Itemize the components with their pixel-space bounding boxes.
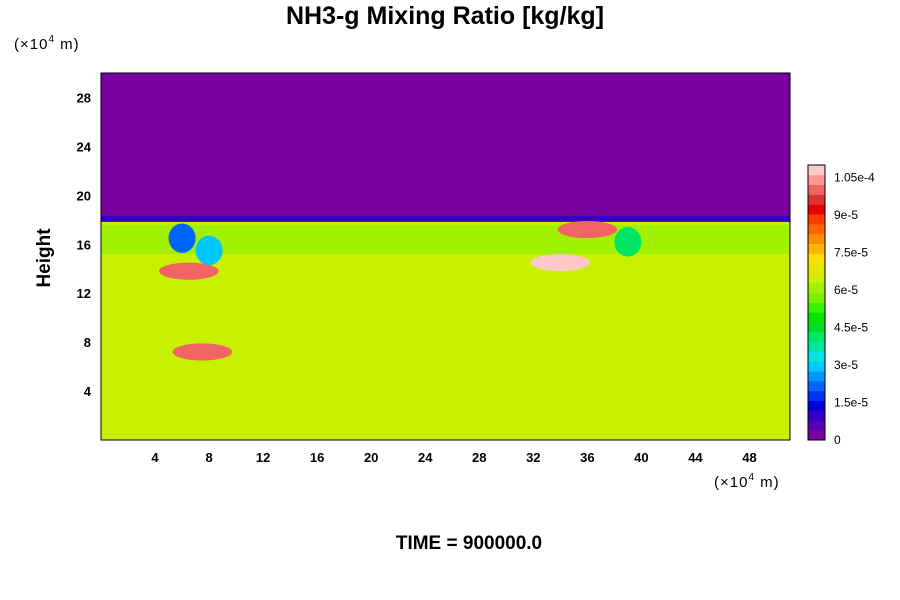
- colorbar-swatch: [808, 351, 825, 362]
- x-axis-ticks: 4 8 12 16 20 24 28 32 36 40 44 48: [151, 450, 756, 465]
- y-axis-title: Height: [34, 228, 55, 288]
- colorbar-swatch: [808, 430, 825, 441]
- colorbar-swatch: [808, 174, 825, 186]
- x-axis-unit: (×104 m): [714, 472, 780, 491]
- colorbar-tick-label: 4.5e-5: [834, 321, 868, 335]
- colorbar: 0 1.5e-5 3e-5 4.5e-5 6e-5 7.5e-5 9e-5 1.05e-4: [807, 164, 875, 447]
- colorbar-swatch: [808, 390, 825, 402]
- colorbar-swatch: [808, 194, 825, 205]
- x-tick-label: 48: [742, 450, 756, 465]
- colorbar-swatch: [808, 273, 825, 284]
- high-patch: [557, 221, 618, 239]
- colorbar-swatch: [808, 263, 825, 274]
- x-tick-label: 44: [688, 450, 703, 465]
- colorbar-swatch: [808, 361, 825, 372]
- x-tick-label: 36: [580, 450, 594, 465]
- low-patch: [614, 227, 642, 257]
- x-tick-label: 4: [151, 450, 159, 465]
- boundary-strip: [101, 215, 790, 222]
- x-tick-label: 12: [256, 450, 270, 465]
- colorbar-swatch: [808, 312, 825, 323]
- colorbar-swatch: [808, 371, 825, 382]
- y-axis-unit: (×104 m): [14, 34, 80, 53]
- colorbar-swatch: [808, 282, 825, 294]
- colorbar-tick-label: 7.5e-5: [834, 246, 868, 260]
- colorbar-swatch: [808, 204, 825, 215]
- x-tick-label: 16: [310, 450, 324, 465]
- high-patch: [172, 343, 233, 361]
- y-tick-label: 24: [77, 139, 92, 154]
- upper-region: [101, 73, 790, 222]
- colorbar-tick-label: 9e-5: [834, 208, 858, 222]
- low-patch: [168, 223, 196, 253]
- colorbar-swatch: [808, 420, 825, 431]
- y-axis-ticks: 4 8 12 16 20 24 28: [77, 90, 92, 399]
- colorbar-swatch: [808, 253, 825, 264]
- colorbar-swatch: [808, 331, 825, 343]
- x-tick-label: 40: [634, 450, 648, 465]
- colorbar-swatch: [808, 223, 825, 235]
- colorbar-swatch: [808, 302, 825, 313]
- colorbar-swatch: [808, 400, 825, 411]
- plot-area: [100, 72, 791, 441]
- x-tick-label: 32: [526, 450, 540, 465]
- x-tick-label: 8: [205, 450, 212, 465]
- colorbar-swatch: [808, 165, 825, 176]
- y-tick-label: 20: [77, 188, 91, 203]
- colorbar-tick-label: 3e-5: [834, 358, 858, 372]
- colorbar-swatch: [808, 184, 825, 195]
- time-label: TIME = 900000.0: [396, 533, 542, 554]
- y-tick-label: 8: [84, 335, 91, 350]
- colorbar-tick-label: 1.05e-4: [834, 171, 875, 185]
- colorbar-frame: [807, 164, 826, 441]
- mixing-ratio-field: [101, 73, 790, 361]
- colorbar-swatch: [808, 381, 825, 392]
- y-tick-label: 4: [84, 384, 92, 399]
- chart-title: NH3-g Mixing Ratio [kg/kg]: [286, 2, 604, 30]
- y-tick-label: 28: [77, 90, 91, 105]
- colorbar-swatch: [808, 292, 825, 303]
- y-tick-label: 12: [77, 286, 91, 301]
- high-patch: [159, 262, 219, 280]
- colorbar-swatch: [808, 243, 825, 254]
- colorbar-swatch: [808, 322, 825, 333]
- colorbar-swatch: [808, 341, 825, 353]
- low-patch: [195, 235, 223, 266]
- x-tick-label: 20: [364, 450, 378, 465]
- colorbar-tick-label: 0: [834, 433, 841, 447]
- colorbar-swatch: [808, 214, 825, 225]
- y-tick-label: 16: [77, 237, 91, 252]
- plot-frame: [100, 72, 791, 441]
- x-tick-label: 24: [418, 450, 433, 465]
- x-tick-label: 28: [472, 450, 486, 465]
- high-patch: [530, 254, 591, 272]
- colorbar-tick-label: 6e-5: [834, 283, 858, 297]
- colorbar-swatch: [808, 233, 825, 244]
- colorbar-swatch: [808, 410, 825, 421]
- colorbar-tick-label: 1.5e-5: [834, 396, 868, 410]
